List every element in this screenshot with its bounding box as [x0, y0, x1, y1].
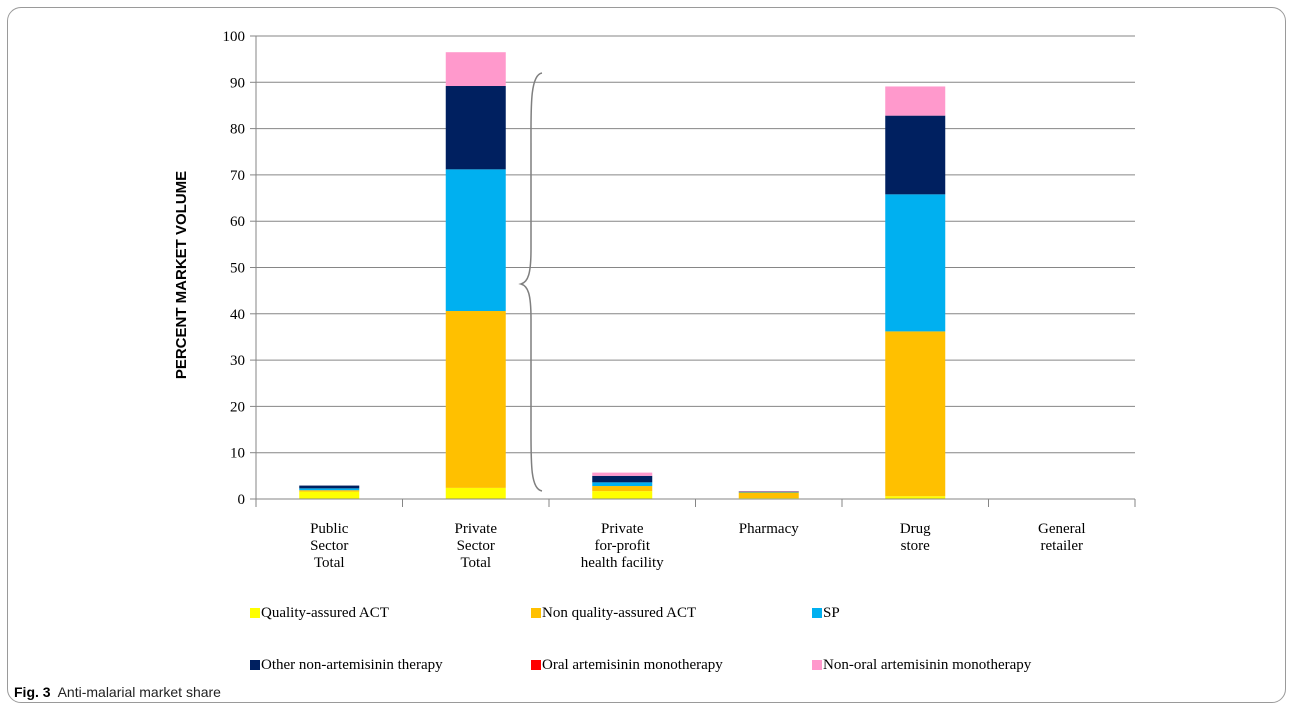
bar-segment	[299, 490, 360, 492]
bar-segment	[885, 86, 946, 116]
y-tick-labels: 0 10 20 30 40 50 60 70 80 90 100	[223, 29, 256, 508]
bar-segment	[445, 311, 506, 488]
bar-segment	[592, 491, 653, 499]
legend-swatch	[531, 608, 541, 618]
legend-item: Oral artemisinin monotherapy	[531, 657, 723, 673]
y-axis-label: PERCENT MARKET VOLUME	[173, 171, 190, 379]
legend-swatch	[531, 660, 541, 670]
bar-stacks	[299, 52, 946, 499]
legend-item: Other non-artemisinin therapy	[250, 657, 443, 673]
legend-swatch	[250, 608, 260, 618]
legend: Quality-assured ACT Non quality-assured A…	[250, 605, 1032, 673]
bar-segment	[592, 482, 653, 487]
y-tick-label: 20	[230, 399, 245, 415]
x-tick-label: Drug	[900, 521, 931, 537]
legend-label: SP	[823, 605, 840, 621]
legend-item: Non-oral artemisinin monotherapy	[812, 657, 1032, 673]
bar-segment	[299, 491, 360, 499]
y-tick-label: 90	[230, 75, 245, 91]
x-tick-label: Sector	[310, 538, 348, 554]
bar-segment	[445, 169, 506, 312]
x-tick-label: store	[901, 538, 931, 554]
legend-label: Non-oral artemisinin monotherapy	[823, 657, 1032, 673]
legend-label: Oral artemisinin monotherapy	[542, 657, 723, 673]
brace-annotation	[518, 72, 543, 492]
y-tick-label: 100	[223, 29, 246, 45]
legend-item: Quality-assured ACT	[250, 605, 389, 621]
gridlines	[256, 35, 1135, 500]
x-tick-label: Public	[310, 521, 349, 537]
y-tick-label: 80	[230, 122, 245, 138]
figure-title: Anti-malarial market share	[57, 684, 221, 700]
y-tick-label: 30	[230, 353, 245, 369]
bar-segment	[885, 331, 946, 497]
y-tick-label: 70	[230, 168, 245, 184]
bar-segment	[592, 472, 653, 476]
legend-swatch	[812, 660, 822, 670]
bar-segment	[299, 488, 360, 491]
x-tick-label: General	[1038, 521, 1085, 537]
bar-segment	[885, 496, 946, 499]
figure-number: Fig. 3	[14, 684, 51, 700]
legend-label: Non quality-assured ACT	[542, 605, 696, 621]
bar-segment	[299, 485, 360, 489]
y-tick-label: 60	[230, 214, 245, 230]
legend-label: Other non-artemisinin therapy	[261, 657, 443, 673]
figure-caption: Fig. 3 Anti-malarial market share	[14, 684, 221, 700]
legend-item: Non quality-assured ACT	[531, 605, 696, 621]
x-tick-label: Sector	[457, 538, 495, 554]
y-tick-label: 40	[230, 307, 245, 323]
y-tick-label: 10	[230, 446, 245, 462]
x-tick-label: Private	[601, 521, 644, 537]
x-tick-label: Total	[460, 555, 491, 571]
bar-segment	[592, 486, 653, 492]
legend-swatch	[250, 660, 260, 670]
legend-item: SP	[812, 605, 840, 621]
x-tick-label: health facility	[581, 555, 664, 571]
bar-segment	[445, 52, 506, 87]
legend-label: Quality-assured ACT	[261, 605, 389, 621]
y-tick-label: 50	[230, 261, 245, 277]
bar-segment	[445, 487, 506, 499]
legend-swatch	[812, 608, 822, 618]
bar-segment	[592, 475, 653, 483]
bar-segment	[738, 492, 799, 499]
x-tick-label: Pharmacy	[739, 521, 799, 537]
y-tick-label: 0	[238, 492, 246, 508]
category-labels: PublicSectorTotalPrivateSectorTotalPriva…	[310, 521, 1085, 571]
bar-segment	[885, 194, 946, 332]
x-tick-label: Private	[455, 521, 498, 537]
x-tick-label: for-profit	[594, 538, 650, 554]
axes	[255, 36, 1136, 507]
bar-segment	[445, 86, 506, 170]
bar-segment	[885, 115, 946, 195]
figure-frame	[7, 7, 1286, 703]
x-tick-label: Total	[314, 555, 345, 571]
x-tick-label: retailer	[1041, 538, 1083, 554]
